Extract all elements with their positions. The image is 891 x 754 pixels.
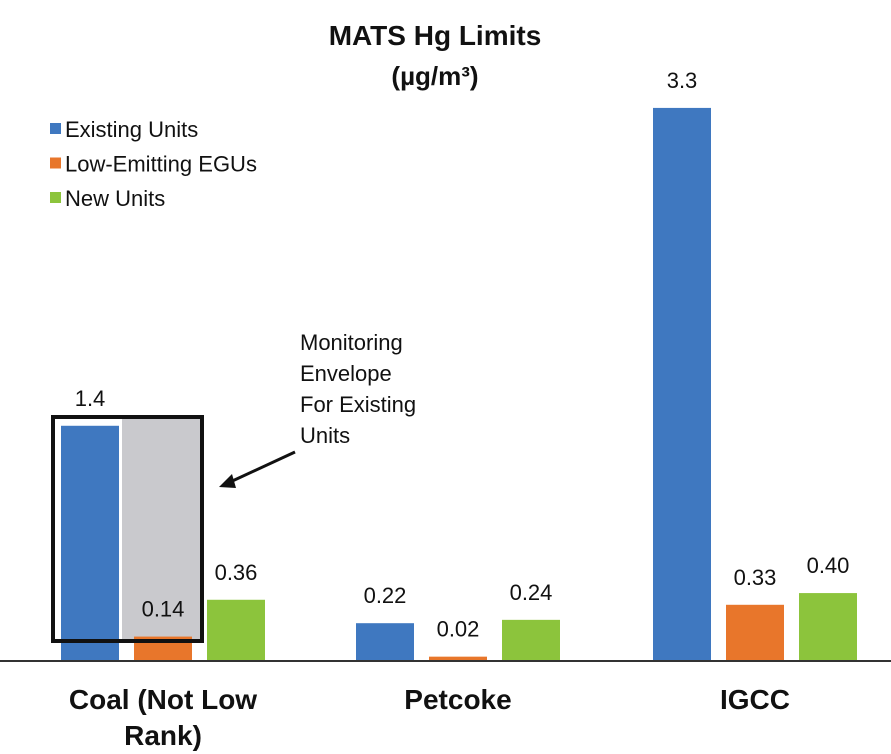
legend-swatch [50,123,61,134]
value-label: 0.22 [364,583,407,608]
arrow-head [219,474,236,488]
annotation: Units [300,423,350,448]
value-label: 1.4 [75,386,106,411]
bar [653,107,711,660]
x-tick-label: Coal (Not Low Rank) [68,684,258,751]
legend-label: Existing Units [65,117,198,142]
value-label: 0.33 [734,565,777,590]
bar [356,623,414,660]
bar [799,593,857,660]
annotation: Monitoring [300,330,403,355]
bar [429,656,487,660]
bar [207,599,265,660]
legend-swatch [50,192,61,203]
value-label: 0.24 [510,580,553,605]
bar [726,604,784,660]
legend-label: New Units [65,186,165,211]
envelope-shade [122,418,202,640]
value-label: 0.14 [142,597,185,622]
envelope-box [51,415,204,643]
x-tick-label: IGCC [720,684,790,715]
bar [502,619,560,660]
bar [61,425,119,660]
value-label: 0.02 [437,617,480,642]
legend-label: Low-Emitting EGUs [65,152,257,177]
legend-swatch [50,157,61,169]
x-tick-label: Petcoke [404,684,512,715]
chart-title: (µg/m³) [391,61,478,91]
chart-title: MATS Hg Limits [329,20,542,51]
annotation: For Existing [300,392,416,417]
value-label: 3.3 [667,68,698,93]
arrow [227,450,296,485]
annotation: Envelope [300,361,392,386]
value-label: 0.40 [807,553,850,578]
value-label: 0.36 [215,560,258,585]
